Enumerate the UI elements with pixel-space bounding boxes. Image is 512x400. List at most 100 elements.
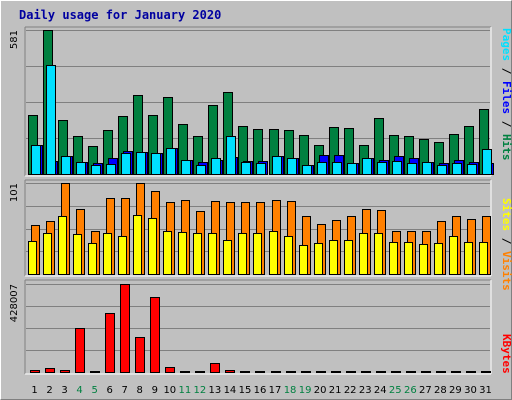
day-label: 22 <box>344 385 357 396</box>
y-max-tick-label: 101 <box>9 183 20 202</box>
bar-kbytes <box>45 368 55 373</box>
day-label: 3 <box>61 385 67 396</box>
middle-panel-legend: Sites / Visits <box>500 198 512 291</box>
bar-sites <box>148 218 157 275</box>
bar-pages <box>136 152 146 175</box>
bar-pages <box>482 149 492 175</box>
bar-kbytes <box>30 370 40 373</box>
day-label: 1 <box>31 385 37 396</box>
bar-sites <box>193 233 202 275</box>
bar-pages <box>377 162 387 175</box>
bar-pages <box>422 162 432 175</box>
bar-sites <box>359 233 368 275</box>
bar-pages <box>166 148 176 175</box>
bar-pages <box>181 160 191 175</box>
chart-title: Daily usage for January 2020 <box>19 8 222 22</box>
bar-kbytes <box>346 371 356 373</box>
bar-pages <box>61 156 71 175</box>
bar-kbytes <box>376 371 386 373</box>
day-label: 26 <box>404 385 417 396</box>
day-label: 29 <box>449 385 462 396</box>
bar-sites <box>329 240 338 275</box>
day-label: 9 <box>152 385 158 396</box>
legend-hits: Hits <box>500 134 512 161</box>
bar-sites <box>58 216 67 275</box>
bar-sites <box>118 236 127 275</box>
day-label: 7 <box>122 385 128 396</box>
bar-sites <box>103 233 112 275</box>
panel-1: 581 <box>9 26 494 177</box>
bar-pages <box>437 165 447 175</box>
bar-pages <box>241 162 251 175</box>
bar-pages <box>407 163 417 175</box>
day-label: 12 <box>194 385 207 396</box>
legend-visits: Visits <box>500 251 512 291</box>
bar-kbytes <box>301 371 311 373</box>
day-label: 25 <box>389 385 402 396</box>
day-label: 17 <box>269 385 282 396</box>
bar-kbytes <box>451 371 461 373</box>
bar-sites <box>344 240 353 275</box>
bar-kbytes <box>135 337 145 373</box>
day-label: 24 <box>374 385 387 396</box>
bottom-panel-legend: KBytes <box>500 334 512 374</box>
bar-sites <box>419 244 428 275</box>
bar-pages <box>91 165 101 175</box>
legend-separator: / <box>500 114 512 134</box>
y-max-tick-label: 428007 <box>9 284 20 322</box>
bar-kbytes <box>150 297 160 373</box>
day-label: 15 <box>239 385 252 396</box>
bar-sites <box>238 233 247 275</box>
bar-kbytes <box>436 371 446 373</box>
bar-pages <box>106 164 116 175</box>
legend-files: Files <box>500 81 512 114</box>
bar-pages <box>392 161 402 175</box>
bar-kbytes <box>240 371 250 373</box>
bar-kbytes <box>195 371 205 373</box>
bar-pages <box>332 162 342 175</box>
bar-kbytes <box>105 313 115 373</box>
bar-kbytes <box>421 371 431 373</box>
bar-kbytes <box>481 371 491 373</box>
bar-sites <box>163 231 172 275</box>
day-label: 28 <box>434 385 447 396</box>
bar-pages <box>256 163 266 175</box>
day-label: 31 <box>479 385 492 396</box>
bar-kbytes <box>75 328 85 373</box>
legend-kbytes: KBytes <box>500 334 512 374</box>
bar-pages <box>302 165 312 175</box>
chart-panels: 581 101 428007 <box>9 26 494 375</box>
bar-pages <box>226 136 236 175</box>
bar-kbytes <box>180 371 190 373</box>
day-label: 6 <box>106 385 112 396</box>
bar-kbytes <box>60 370 70 373</box>
bar-kbytes <box>466 371 476 373</box>
bar-kbytes <box>391 371 401 373</box>
day-label: 2 <box>46 385 52 396</box>
bar-pages <box>317 162 327 175</box>
bar-kbytes <box>165 367 175 373</box>
bar-sites <box>28 241 37 275</box>
bar-sites <box>434 243 443 275</box>
bar-pages <box>467 164 477 175</box>
day-label: 4 <box>76 385 82 396</box>
bar-pages <box>76 162 86 175</box>
legend-pages: Pages <box>500 28 512 61</box>
bar-sites <box>133 215 142 275</box>
top-panel-legend: Pages / Files / Hits <box>500 28 512 161</box>
bar-sites <box>479 242 488 275</box>
panel-2: 101 <box>9 179 492 277</box>
bar-kbytes <box>286 371 296 373</box>
bar-sites <box>253 233 262 275</box>
bar-pages <box>287 158 297 175</box>
bar-sites <box>88 243 97 275</box>
bar-sites <box>43 233 52 275</box>
bar-sites <box>178 232 187 275</box>
day-label: 18 <box>284 385 297 396</box>
bar-pages <box>362 158 372 175</box>
y-max-tick-label: 581 <box>9 30 20 49</box>
day-label: 5 <box>91 385 97 396</box>
day-label: 14 <box>224 385 237 396</box>
bar-pages <box>121 153 131 175</box>
